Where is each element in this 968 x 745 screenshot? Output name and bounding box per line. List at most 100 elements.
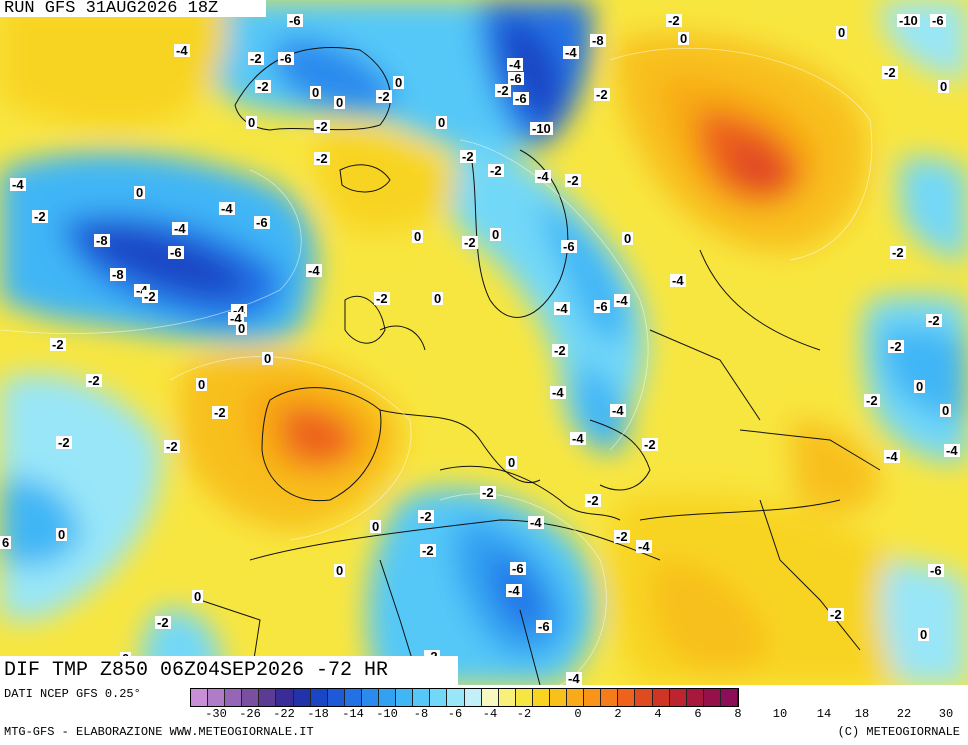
isotherm-value-label: 0 [914,379,926,394]
map-canvas [0,0,968,685]
color-swatch [464,689,482,706]
color-swatch [635,689,653,706]
isotherm-value-label: -6 [278,51,294,66]
isotherm-value-label: -2 [926,313,942,328]
isotherm-value-label: -4 [566,671,582,685]
isotherm-value-label: -2 [164,439,180,454]
color-scale-tick-label: -18 [307,707,329,721]
isotherm-value-label: 0 [622,231,634,246]
isotherm-value-label: 0 [192,589,204,604]
isotherm-value-label: 0 [134,185,146,200]
isotherm-value-label: 0 [246,115,258,130]
isotherm-value-label: -6 [536,619,552,634]
isotherm-value-label: -8 [590,33,606,48]
run-title: RUN GFS 31AUG2026 18Z [0,0,266,17]
isotherm-value-label: -4 [570,431,586,446]
isotherm-value-label: -2 [488,163,504,178]
isotherm-value-label: -2 [212,405,228,420]
color-swatch [515,689,533,706]
isotherm-value-label: -2 [882,65,898,80]
isotherm-value-label: -2 [460,149,476,164]
color-scale-tick-label: -26 [239,707,261,721]
isotherm-value-label: -2 [585,493,601,508]
color-swatch [344,689,362,706]
isotherm-value-label: 6 [0,535,12,550]
isotherm-value-label: 0 [490,227,502,242]
isotherm-value-label: -2 [86,373,102,388]
isotherm-value-label: -2 [50,337,66,352]
isotherm-value-label: 0 [262,351,274,366]
color-swatch [618,689,636,706]
color-swatch [293,689,311,706]
color-swatch [498,689,516,706]
color-swatch [310,689,328,706]
color-swatch [430,689,448,706]
isotherm-value-label: 0 [196,377,208,392]
isotherm-value-label: 0 [836,25,848,40]
color-swatch [361,689,380,706]
isotherm-value-label: -2 [374,291,390,306]
color-swatch [208,689,226,706]
data-source-label: DATI NCEP GFS 0.25° [4,687,141,701]
color-swatch [396,689,414,706]
isotherm-value-label: -6 [287,13,303,28]
isotherm-value-label: -4 [884,449,900,464]
isotherm-value-label: -2 [155,615,171,630]
color-scale-tick-label: 22 [896,707,912,721]
isotherm-value-label: 0 [236,321,248,336]
isotherm-value-label: -4 [636,539,652,554]
isotherm-value-label: -2 [565,173,581,188]
color-scale-tick-label: -4 [482,707,498,721]
isotherm-value-label: 0 [310,85,322,100]
isotherm-value-label: -2 [376,89,392,104]
color-swatch [601,689,619,706]
isotherm-value-label: -2 [480,485,496,500]
isotherm-value-label: 0 [678,31,690,46]
isotherm-value-label: 0 [436,115,448,130]
color-swatch [549,689,568,706]
isotherm-value-label: -2 [142,289,158,304]
isotherm-value-label: -2 [495,83,511,98]
isotherm-value-label: -4 [219,201,235,216]
color-swatch [276,689,294,706]
isotherm-value-label: -2 [420,543,436,558]
isotherm-value-label: -6 [254,215,270,230]
isotherm-value-label: -4 [172,221,188,236]
color-swatch [652,689,670,706]
color-scale-tick-label: 30 [938,707,954,721]
isotherm-value-label: -8 [110,267,126,282]
color-swatch [259,689,277,706]
color-scale-tick-label: -2 [516,707,532,721]
isotherm-value-label: -2 [255,79,271,94]
color-swatch [584,689,602,706]
color-scale-tick-label: -22 [273,707,295,721]
isotherm-value-label: -6 [594,299,610,314]
color-swatch [327,689,345,706]
color-swatch [447,689,465,706]
isotherm-value-label: -4 [174,43,190,58]
color-swatch [242,689,260,706]
isotherm-value-label: 0 [432,291,444,306]
color-scale-tick-label: 14 [816,707,832,721]
isotherm-value-label: -4 [670,273,686,288]
isotherm-value-label: -6 [510,561,526,576]
isotherm-value-label: -6 [513,91,529,106]
color-swatch [686,689,704,706]
color-scale-tick-label: -30 [205,707,227,721]
color-swatch [191,689,209,706]
isotherm-value-label: -2 [552,343,568,358]
isotherm-value-label: -4 [228,311,244,326]
isotherm-value-label: -2 [418,509,434,524]
temperature-anomaly-map: -6 -10 -6 -2 0 0 -4 -2 -6 -8 -2 -4 0 -2 0 -4 0 -2 -2 -6 -6 -1… [0,0,968,685]
product-title: DIF TMP Z850 06Z04SEP2026 -72 HR [0,656,458,685]
isotherm-value-label: -2 [314,151,330,166]
isotherm-value-label: -2 [864,393,880,408]
isotherm-value-label: -2 [32,209,48,224]
isotherm-value-label: -2 [642,437,658,452]
isotherm-value-label: 0 [506,455,518,470]
isotherm-value-label: 0 [412,229,424,244]
color-swatch [567,689,585,706]
isotherm-value-label: 0 [918,627,930,642]
color-swatch [703,689,721,706]
isotherm-value-label: -2 [594,87,610,102]
